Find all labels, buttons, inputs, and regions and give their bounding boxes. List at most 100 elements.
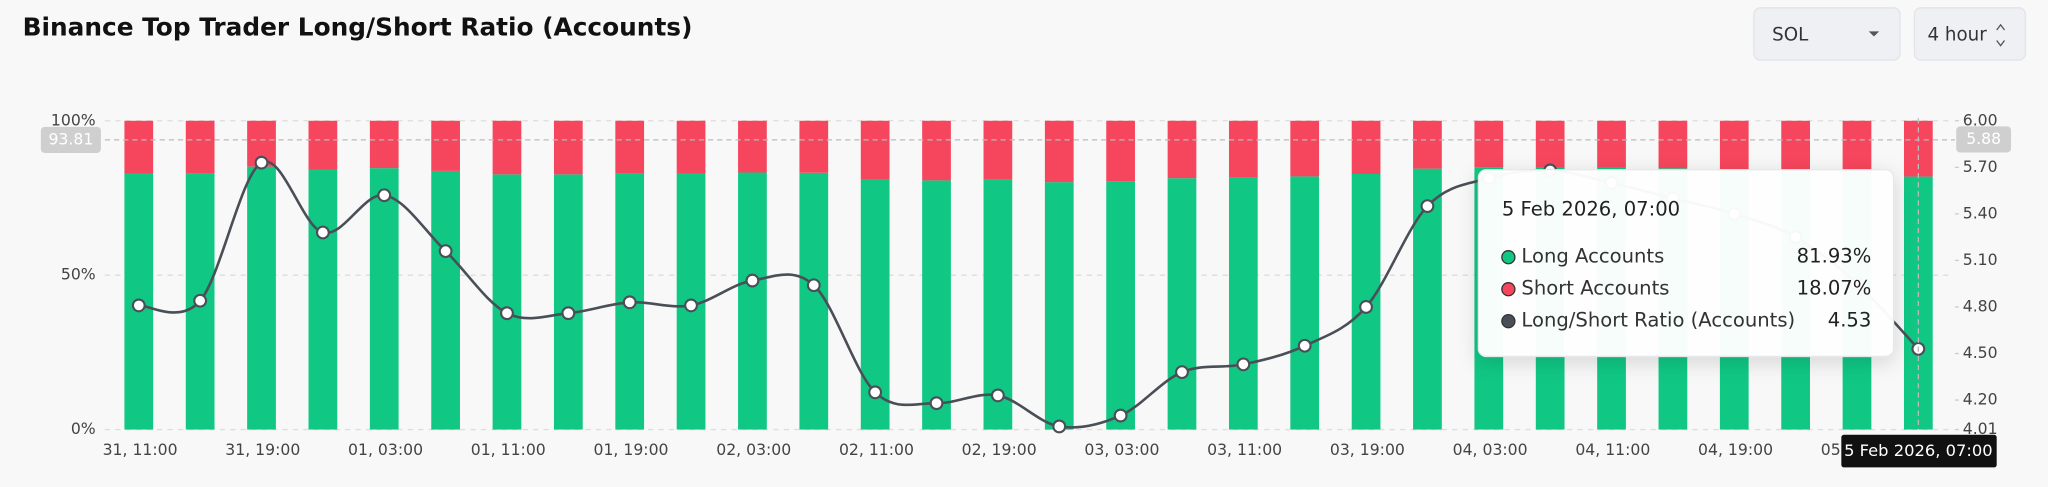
- ratio-point: [929, 396, 944, 411]
- y-tick-label: 50%: [61, 265, 96, 284]
- tooltip-value: 81.93%: [1797, 245, 1872, 268]
- ratio-point: [500, 306, 514, 321]
- bar-segment: [738, 120, 767, 173]
- crosshair-y-label: 93.81: [48, 129, 93, 148]
- bar-segment: [1167, 178, 1197, 430]
- bar-segment: [553, 120, 583, 175]
- y2-tick-label: 4.20: [1963, 390, 1998, 409]
- bar-segment: [1290, 120, 1320, 177]
- bar-segment: [615, 120, 645, 174]
- tooltip-dot: [1501, 282, 1516, 297]
- bar-segment: [1228, 177, 1258, 430]
- tooltip-series-name: Long/Short Ratio (Accounts): [1521, 309, 1795, 332]
- y2-tick-label: 6.00: [1963, 110, 1998, 129]
- x-tick-label: 04, 03:00: [1453, 440, 1528, 459]
- bar-segment: [1290, 176, 1320, 430]
- x-tick-label: 03, 03:00: [1084, 440, 1159, 459]
- ratio-point: [1175, 365, 1189, 380]
- bar-segment: [553, 174, 583, 430]
- y2-tick-label: 4.50: [1963, 343, 1998, 362]
- x-tick-label: 03, 19:00: [1330, 440, 1405, 459]
- ratio-point: [1359, 300, 1373, 314]
- ratio-point: [1420, 199, 1435, 214]
- bar-segment: [738, 172, 767, 430]
- chart-title: Binance Top Trader Long/Short Ratio (Acc…: [23, 13, 693, 42]
- bar-segment: [1597, 120, 1626, 168]
- y2-tick-label: 5.70: [1963, 157, 1998, 176]
- symbol-select[interactable]: SOL: [1753, 7, 1901, 61]
- bar-segment: [1719, 120, 1749, 170]
- tooltip-box: [1477, 169, 1895, 358]
- ratio-point: [254, 155, 269, 170]
- x-tick-label: 31, 19:00: [225, 440, 300, 459]
- bar-segment: [799, 172, 829, 430]
- bar-segment: [1167, 120, 1197, 179]
- bar-segment: [124, 120, 154, 174]
- bar-segment: [308, 120, 338, 170]
- ratio-point: [806, 278, 821, 293]
- ratio-point: [131, 298, 146, 313]
- tooltip-dot: [1501, 314, 1516, 329]
- bar-segment: [492, 120, 522, 175]
- y-tick-label: 100%: [51, 110, 96, 129]
- crosshair-x-badge: [1841, 434, 1997, 468]
- ratio-point: [315, 225, 330, 240]
- bar-segment: [369, 168, 399, 430]
- select-value[interactable]: SOL: [1772, 24, 1809, 45]
- bar-segment: [983, 120, 1013, 180]
- select-caret: [1868, 31, 1880, 37]
- bar-segment: [185, 120, 215, 174]
- bar-segment: [983, 179, 1013, 430]
- x-tick-label: 04, 19:00: [1698, 440, 1773, 459]
- y2-tick-label: 5.40: [1963, 203, 1998, 222]
- overlay: 93.81 5.885 Feb 2026, 07:005 Feb 2026, 07…: [40, 118, 2012, 468]
- crosshair-y-badge: [40, 126, 101, 153]
- tooltip-value: 4.53: [1828, 309, 1872, 332]
- interval-select[interactable]: 4 hour: [1913, 7, 2027, 61]
- select-caret: [1996, 23, 2006, 47]
- bar-segment: [676, 120, 706, 174]
- x-tick-label: 02, 19:00: [962, 440, 1037, 459]
- tooltip-value: 18.07%: [1797, 277, 1872, 300]
- x-tick-label: 01, 19:00: [594, 440, 669, 459]
- select-box[interactable]: [1753, 7, 1901, 61]
- ratio-point: [561, 306, 576, 321]
- ratio-point: [377, 188, 392, 203]
- x-tick-label: 02, 03:00: [716, 440, 791, 459]
- tooltip-dot: [1501, 250, 1516, 265]
- bar-segment: [1351, 120, 1381, 175]
- bar-segment: [492, 174, 522, 430]
- ratio-point: [438, 244, 453, 259]
- ratio-point: [990, 388, 1005, 403]
- bar-segment: [1413, 120, 1442, 169]
- select-value[interactable]: 4 hour: [1927, 24, 1987, 45]
- select-box[interactable]: [1913, 7, 2027, 61]
- bar-segment: [1842, 120, 1872, 173]
- bar-segment: [431, 120, 460, 171]
- ratio-point: [1236, 357, 1251, 372]
- bar-segment: [431, 170, 460, 430]
- ratio-point: [684, 298, 698, 313]
- x-tick-label: 01, 11:00: [471, 440, 546, 459]
- bar-segment: [1106, 120, 1135, 182]
- tooltip: 5 Feb 2026, 07:00 Long Accounts 81.93% Shor…: [1477, 169, 1895, 358]
- ratio-point: [1052, 419, 1067, 434]
- crosshair-x-label: 5 Feb 2026, 07:00: [1844, 441, 1993, 460]
- bar-segment: [1535, 120, 1565, 167]
- x-tick-label: 31, 11:00: [103, 440, 178, 459]
- ratio-point: [1113, 408, 1128, 423]
- crosshair-y2-badge: [1956, 126, 2012, 153]
- ratio-point: [622, 295, 637, 310]
- tooltip-title: 5 Feb 2026, 07:00: [1502, 198, 1680, 221]
- x-tick-label: 01, 03:00: [348, 440, 423, 459]
- y-tick-label: 0%: [71, 419, 96, 438]
- bar-segment: [1474, 120, 1504, 168]
- bar-segment: [799, 120, 829, 173]
- bar-segment: [1781, 120, 1810, 171]
- bar-segment: [1106, 181, 1135, 430]
- x-tick-label: 02, 11:00: [839, 440, 914, 459]
- y2-tick-label: 4.01: [1963, 419, 1998, 438]
- tooltip-series-name: Long Accounts: [1521, 245, 1664, 268]
